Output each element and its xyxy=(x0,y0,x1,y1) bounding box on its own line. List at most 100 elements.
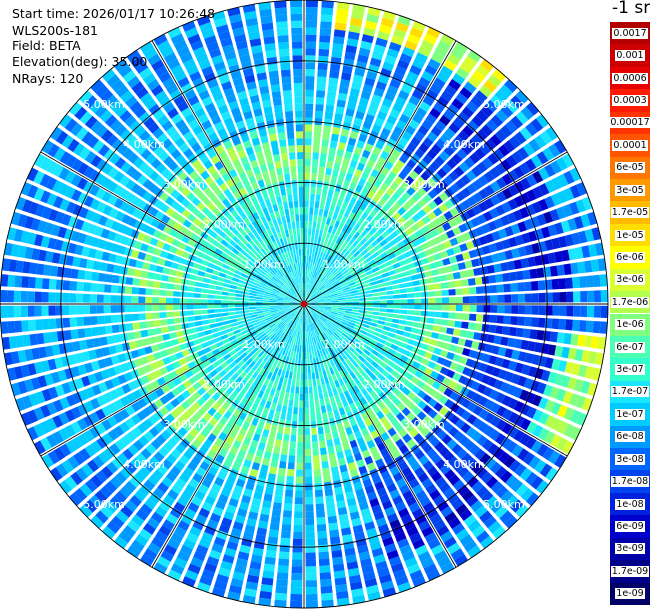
range-gate-cell xyxy=(319,201,325,210)
range-gate-cell xyxy=(349,159,358,169)
range-gate-cell xyxy=(451,153,463,165)
range-gate-cell xyxy=(329,290,337,294)
range-gate-cell xyxy=(402,331,411,338)
range-gate-cell xyxy=(401,191,411,201)
range-gate-cell xyxy=(346,497,357,507)
range-gate-cell xyxy=(138,435,150,447)
range-gate-cell xyxy=(389,327,398,334)
range-gate-cell xyxy=(271,312,279,317)
range-gate-cell xyxy=(248,567,261,577)
range-gate-cell xyxy=(425,113,437,125)
range-gate-cell xyxy=(156,359,165,368)
range-gate-cell xyxy=(47,143,60,158)
range-gate-cell xyxy=(562,153,574,168)
range-gate-cell xyxy=(83,316,91,326)
range-gate-cell xyxy=(240,397,249,406)
range-gate-cell xyxy=(280,530,291,539)
range-gate-cell xyxy=(371,251,379,259)
range-gate-cell xyxy=(193,304,201,310)
range-gate-cell xyxy=(455,178,466,190)
range-gate-cell xyxy=(165,304,173,311)
range-gate-cell xyxy=(397,392,407,402)
range-gate-cell xyxy=(291,315,297,322)
range-gate-cell xyxy=(402,363,412,372)
range-gate-cell xyxy=(427,538,441,550)
range-gate-cell xyxy=(173,311,181,317)
range-gate-cell xyxy=(199,461,210,471)
range-gate-cell xyxy=(365,307,373,311)
range-gate-cell xyxy=(329,291,337,296)
range-gate-cell xyxy=(200,293,208,299)
range-gate-cell xyxy=(409,170,419,181)
range-gate-cell xyxy=(420,317,428,323)
range-gate-cell xyxy=(557,173,569,188)
range-gate-cell xyxy=(14,275,23,288)
range-gate-cell xyxy=(209,85,221,96)
range-gate-cell xyxy=(460,174,471,186)
range-gate-cell xyxy=(383,454,393,464)
range-gate-cell xyxy=(462,287,470,295)
range-gate-cell xyxy=(217,325,225,332)
range-gate-cell xyxy=(249,309,257,313)
range-gate-cell xyxy=(137,398,147,409)
range-gate-cell xyxy=(239,248,248,256)
range-gate-cell xyxy=(420,343,429,351)
range-gate-cell xyxy=(76,316,84,327)
range-gate-cell xyxy=(161,120,173,132)
range-gate-cell xyxy=(304,304,306,311)
range-gate-cell xyxy=(392,284,400,290)
range-gate-cell xyxy=(184,335,193,342)
range-gate-cell xyxy=(324,425,331,434)
range-gate-cell xyxy=(543,384,554,397)
range-gate-cell xyxy=(260,186,267,195)
range-gate-cell xyxy=(462,125,474,137)
range-gate-cell xyxy=(108,253,117,263)
range-gate-cell xyxy=(154,65,168,78)
range-gate-cell xyxy=(67,354,77,366)
range-gate-cell xyxy=(322,323,329,330)
range-gate-cell xyxy=(487,153,499,165)
range-gate-cell xyxy=(355,242,363,250)
range-gate-cell xyxy=(383,476,394,487)
range-gate-cell xyxy=(366,244,374,252)
range-gate-cell xyxy=(204,126,216,136)
range-gate-cell xyxy=(348,574,362,584)
range-gate-cell xyxy=(454,215,464,225)
range-gate-cell xyxy=(194,490,206,501)
range-gate-cell xyxy=(536,114,549,128)
range-gate-cell xyxy=(333,190,340,199)
range-gate-cell xyxy=(147,122,160,134)
range-gate-cell xyxy=(438,406,449,417)
range-gate-cell xyxy=(430,125,443,137)
range-gate-cell xyxy=(320,315,328,321)
range-gate-cell xyxy=(387,171,397,181)
range-gate-cell xyxy=(532,409,544,422)
range-gate-cell xyxy=(255,226,263,235)
range-gate-cell xyxy=(391,433,401,443)
range-gate-cell xyxy=(323,261,328,268)
range-gate-cell xyxy=(39,420,51,435)
range-gate-cell xyxy=(74,352,84,364)
range-gate-cell xyxy=(203,159,213,170)
range-gate-cell xyxy=(85,209,96,221)
range-gate-cell xyxy=(352,340,360,348)
range-gate-cell xyxy=(175,270,184,278)
range-gate-cell xyxy=(320,454,328,462)
range-gate-cell xyxy=(393,294,401,299)
range-gate-cell xyxy=(275,319,282,325)
range-gate-cell xyxy=(276,572,289,580)
range-gate-cell xyxy=(305,483,313,491)
range-gate-cell xyxy=(278,279,285,286)
range-gate-cell xyxy=(359,202,368,211)
range-gate-cell xyxy=(264,291,272,295)
range-gate-cell xyxy=(384,365,393,373)
range-gate-cell xyxy=(520,418,532,431)
range-gate-cell xyxy=(137,174,148,186)
range-gate-cell xyxy=(405,372,414,381)
range-gate-cell xyxy=(333,29,346,38)
range-gate-cell xyxy=(191,401,201,411)
range-gate-cell xyxy=(235,165,245,175)
range-gate-cell xyxy=(269,341,276,349)
range-gate-cell xyxy=(107,194,118,206)
range-gate-cell xyxy=(152,312,160,319)
